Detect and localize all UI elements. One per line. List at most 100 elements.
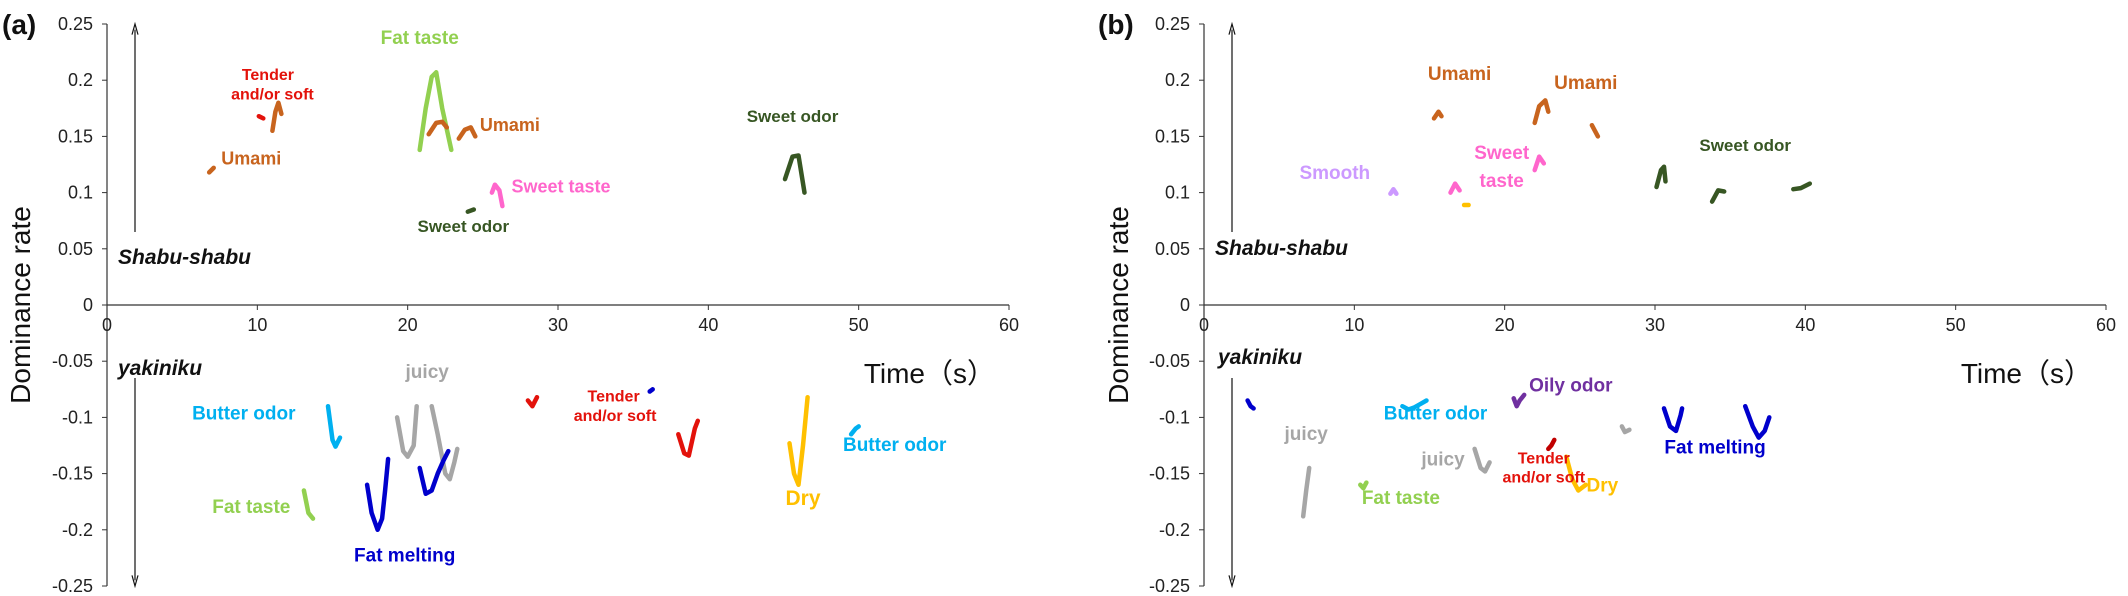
series-curve <box>1245 398 1256 411</box>
y-tick-label: 0.05 <box>58 239 93 259</box>
attribute-label: Dry <box>785 487 820 510</box>
attribute-label: Sweet taste <box>511 177 610 197</box>
attribute-label: Sweet odor <box>1699 136 1791 155</box>
x-tick-label: 60 <box>999 315 1019 335</box>
attribute-label: Butter odor <box>843 435 947 456</box>
y-tick-label: -0.2 <box>62 520 93 540</box>
y-axis-label: Dominance rate <box>5 206 36 404</box>
attribute-label: Umami <box>221 149 281 169</box>
attribute-label: juicy <box>1420 450 1465 471</box>
series-curve <box>1472 446 1492 474</box>
panel-label: (a) <box>2 9 36 40</box>
x-tick-label: 60 <box>2096 315 2116 335</box>
series-curve <box>1546 437 1557 452</box>
attribute-label: and/or soft <box>574 408 657 425</box>
attribute-label: taste <box>1480 171 1524 192</box>
x-tick-label: 40 <box>1795 315 1815 335</box>
series-curve <box>1532 98 1551 126</box>
y-axis-label: Dominance rate <box>1103 206 1134 404</box>
series-curve <box>1564 454 1589 493</box>
down-arrowhead-icon <box>1228 575 1236 589</box>
attribute-label: Fat melting <box>1664 437 1765 458</box>
series-curve <box>1742 403 1772 440</box>
series-curve <box>489 182 505 209</box>
y-tick-label: -0.05 <box>52 351 93 371</box>
series-curve <box>364 456 391 533</box>
panel-label: (b) <box>1098 9 1134 40</box>
series-curve <box>782 153 807 195</box>
series-curve <box>1709 188 1727 204</box>
series-curve <box>417 70 454 153</box>
y-tick-label: 0.2 <box>68 70 93 90</box>
y-tick-label: 0.15 <box>58 126 93 146</box>
panel-b: (b) 0.25 0.2 0.15 0.1 0.05 0 -0.05 -0.1 -0.15 -0.2… <box>1098 9 2116 596</box>
up-arrowhead-icon <box>1228 21 1236 35</box>
attribute-label: juicy <box>405 362 450 383</box>
x-tick-label: 0 <box>102 315 112 335</box>
attribute-label: Fat taste <box>212 497 290 518</box>
attribute-label: Fat taste <box>381 28 459 49</box>
group-label-yakiniku: yakiniku <box>1217 346 1302 369</box>
x-tick-label: 50 <box>1946 315 1966 335</box>
series-curve <box>429 403 460 482</box>
series-curve <box>426 119 450 137</box>
y-tick-label: 0.05 <box>1155 239 1190 259</box>
series-curve <box>787 394 810 488</box>
x-tick-label: 10 <box>247 315 267 335</box>
y-tick-label: 0.1 <box>1165 183 1190 203</box>
series-curve <box>465 207 477 214</box>
series-curve <box>456 125 478 141</box>
x-tick-label: 30 <box>548 315 568 335</box>
y-tick-label: 0.25 <box>1155 14 1190 34</box>
series-curve <box>1532 154 1547 173</box>
attribute-label: Butter odor <box>192 404 296 425</box>
y-tick-label: -0.1 <box>62 407 93 427</box>
attribute-label: Sweet <box>1474 143 1530 164</box>
y-tick-label: 0.2 <box>1165 70 1190 90</box>
series-curve <box>256 113 266 121</box>
attribute-label: juicy <box>1284 424 1329 445</box>
attribute-label: Smooth <box>1299 163 1370 184</box>
x-tick-label: 0 <box>1199 315 1209 335</box>
y-tick-label: -0.2 <box>1159 520 1190 540</box>
series-curve <box>394 403 419 459</box>
y-tick-label: -0.25 <box>52 576 93 596</box>
x-tick-label: 40 <box>698 315 718 335</box>
attribute-label: and/or soft <box>231 86 314 103</box>
x-tick-label: 50 <box>849 315 869 335</box>
y-tick-label: -0.25 <box>1149 576 1190 596</box>
series-curve <box>676 418 701 458</box>
attribute-label: Dry <box>1587 476 1619 497</box>
x-axis-label: Time（s） <box>1961 358 2092 389</box>
y-tick-label: -0.15 <box>1149 464 1190 484</box>
attribute-label: Umami <box>480 115 540 135</box>
x-tick-label: 30 <box>1645 315 1665 335</box>
y-tick-label: 0 <box>1180 295 1190 315</box>
series-curve <box>1511 392 1527 409</box>
series-curve <box>270 100 284 134</box>
attribute-label: Fat taste <box>1362 488 1440 509</box>
y-tick-label: -0.15 <box>52 464 93 484</box>
x-tick-label: 20 <box>1495 315 1515 335</box>
group-label-shabu-shabu: Shabu-shabu <box>118 246 251 269</box>
series-curve <box>325 403 343 449</box>
y-tick-label: 0.25 <box>58 14 93 34</box>
series-curve <box>1388 186 1399 196</box>
attribute-label: Umami <box>1428 64 1491 85</box>
y-tick-label: 0 <box>83 295 93 315</box>
series-curve <box>1589 122 1601 139</box>
series-curve <box>1400 398 1429 412</box>
series-curve <box>206 165 216 175</box>
series-curve <box>1358 480 1369 491</box>
series-curve <box>1661 406 1685 434</box>
down-arrowhead-icon <box>131 575 139 589</box>
series-curve <box>525 394 540 409</box>
y-tick-label: 0.1 <box>68 183 93 203</box>
y-tick-label: 0.15 <box>1155 126 1190 146</box>
panel-a: (a) 0.25 0.2 0.15 0.1 0.05 0 -0.05 -0.1 -0.15 -0.2… <box>2 9 1019 596</box>
series-curve <box>1300 465 1312 519</box>
attribute-label: Oily odor <box>1529 376 1613 397</box>
attribute-label: Tender <box>1518 451 1570 468</box>
attribute-label: Sweet odor <box>747 107 839 126</box>
